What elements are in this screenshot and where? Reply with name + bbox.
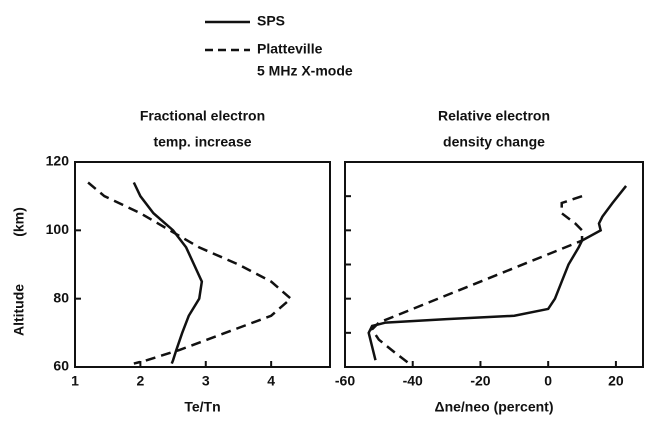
x-tick-label: -60	[335, 373, 355, 389]
profile-line	[87, 181, 293, 365]
x-tick-label: 20	[608, 373, 624, 389]
y-tick-label: 80	[53, 289, 69, 305]
legend-label: SPS	[257, 13, 285, 29]
panel-title: Fractional electron	[140, 108, 265, 124]
x-tick-label: 0	[544, 373, 552, 389]
x-tick-label: 2	[136, 373, 144, 389]
profile-line	[367, 185, 628, 361]
x-tick-label: -20	[470, 373, 490, 389]
profile-line	[132, 181, 204, 365]
x-tick-label: 4	[267, 373, 275, 389]
x-axis-label: Δne/neo (percent)	[435, 399, 554, 415]
x-tick-label: -40	[403, 373, 423, 389]
x-tick-label: 3	[202, 373, 210, 389]
legend-note: 5 MHz X-mode	[257, 63, 353, 79]
plot-frame	[74, 161, 331, 368]
x-axis-label: Te/Tn	[184, 399, 220, 415]
panel-title: density change	[443, 134, 545, 150]
y-tick-label: 60	[53, 358, 69, 374]
y-tick-label: 100	[46, 221, 70, 237]
profile-line	[370, 194, 584, 365]
plot-frame	[344, 161, 644, 368]
y-axis-unit: (km)	[11, 207, 27, 237]
x-tick-label: 1	[71, 373, 79, 389]
legend-label: Platteville	[257, 41, 323, 57]
y-axis-label: Altitude	[11, 284, 27, 336]
panel-title: temp. increase	[153, 134, 251, 150]
panel-title: Relative electron	[438, 108, 550, 124]
y-tick-label: 120	[46, 153, 70, 169]
